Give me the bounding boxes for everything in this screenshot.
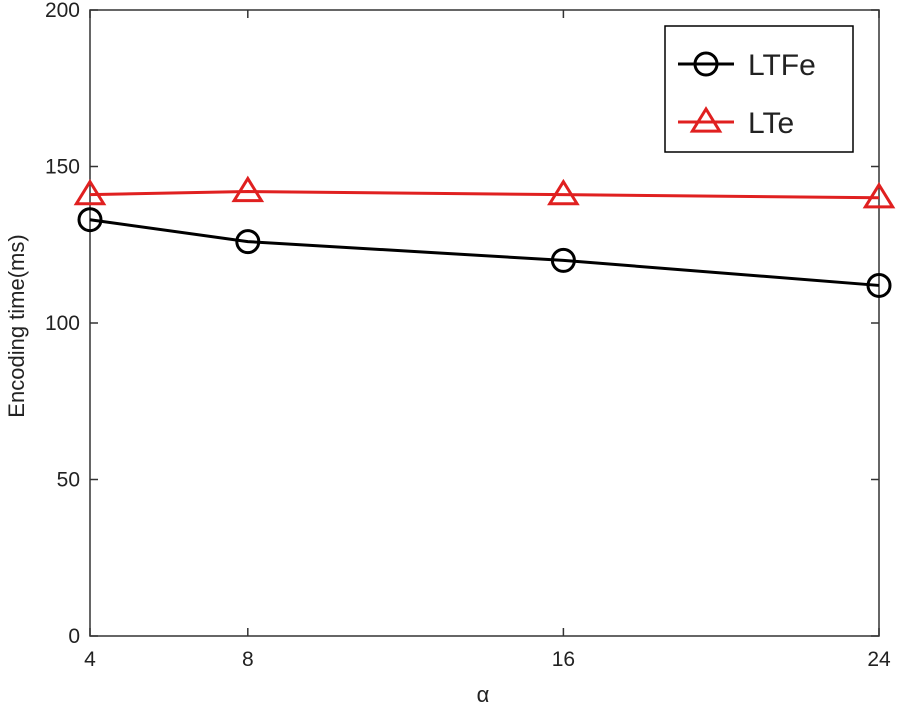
data-point-ltfe xyxy=(866,272,892,298)
x-tick-label: 4 xyxy=(84,648,96,671)
series-line-lte xyxy=(89,190,880,200)
series-lte xyxy=(73,175,896,209)
data-point-ltfe xyxy=(77,207,103,233)
data-point-lte xyxy=(547,178,580,206)
data-point-lte xyxy=(73,178,107,206)
legend-marker xyxy=(693,51,719,77)
x-axis-title: α xyxy=(477,682,490,707)
data-point-ltfe xyxy=(235,229,261,255)
data-point-ltfe xyxy=(550,247,576,273)
series-ltfe xyxy=(77,207,892,298)
y-tick-label: 100 xyxy=(45,312,80,335)
data-point-lte xyxy=(862,181,896,209)
series-line-ltfe xyxy=(89,218,880,287)
legend-entry-lte: LTe xyxy=(678,106,794,140)
legend-marker xyxy=(689,106,723,133)
x-tick-label: 24 xyxy=(867,648,891,671)
x-tick-label: 16 xyxy=(552,648,575,671)
y-tick-label: 150 xyxy=(45,156,80,179)
x-tick-label: 8 xyxy=(242,648,254,671)
y-tick-label: 50 xyxy=(57,469,80,492)
y-axis-title: Encoding time(ms) xyxy=(4,234,29,417)
y-tick-label: 0 xyxy=(68,625,80,648)
legend-label: LTFe xyxy=(748,49,816,82)
data-point-lte xyxy=(231,175,265,203)
legend-label: LTe xyxy=(748,107,794,140)
y-tick-label: 200 xyxy=(45,0,80,22)
legend-entry-ltfe: LTFe xyxy=(678,49,816,82)
